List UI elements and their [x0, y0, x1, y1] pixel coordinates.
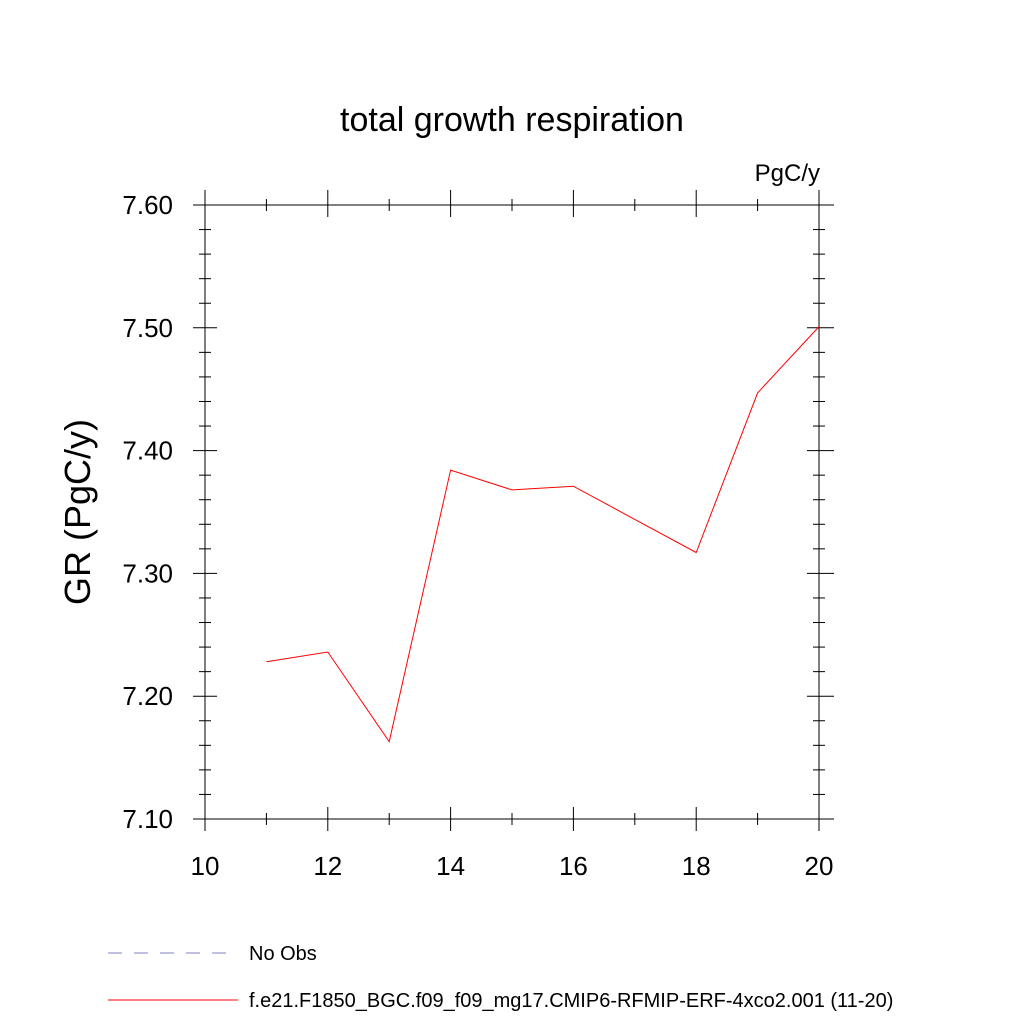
units-label: PgC/y	[755, 160, 820, 187]
series-group	[266, 326, 820, 743]
y-axis-label: GR (PgC/y)	[57, 419, 98, 605]
chart-title: total growth respiration	[340, 101, 684, 139]
x-tick-label: 18	[682, 851, 711, 881]
axis-ticks	[193, 190, 834, 831]
series-line-0	[266, 326, 820, 743]
y-tick-label: 7.20	[122, 681, 173, 711]
x-tick-label: 10	[191, 851, 220, 881]
x-tick-label: 12	[313, 851, 342, 881]
x-tick-label: 14	[436, 851, 465, 881]
plot-frame	[204, 204, 820, 820]
y-tick-label: 7.50	[122, 313, 173, 343]
y-tick-label: 7.30	[122, 558, 173, 588]
x-tick-label: 20	[805, 851, 834, 881]
x-tick-label: 16	[559, 851, 588, 881]
x-tick-labels: 10 12 14 16 18 20	[191, 851, 834, 881]
y-tick-labels: 7.10 7.20 7.30 7.40 7.50 7.60	[122, 190, 173, 834]
y-tick-label: 7.10	[122, 804, 173, 834]
y-tick-label: 7.60	[122, 190, 173, 220]
legend-label-no-obs: No Obs	[249, 943, 317, 965]
y-tick-label: 7.40	[122, 436, 173, 466]
legend-label-model: f.e21.F1850_BGC.f09_f09_mg17.CMIP6-RFMIP…	[249, 990, 893, 1012]
